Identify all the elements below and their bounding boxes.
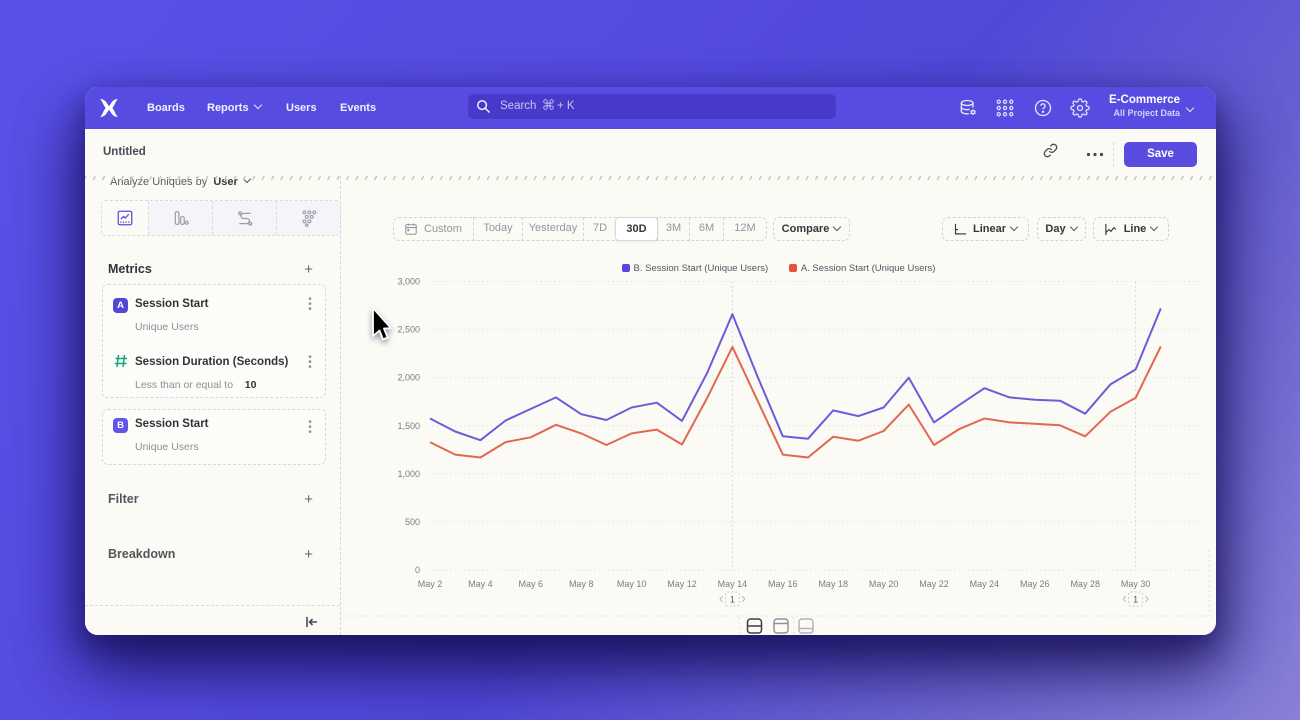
svg-text:May 6: May 6 bbox=[519, 579, 544, 589]
svg-text:May 28: May 28 bbox=[1070, 579, 1100, 589]
svg-text:May 14: May 14 bbox=[718, 579, 748, 589]
svg-text:May 20: May 20 bbox=[869, 579, 899, 589]
svg-text:May 16: May 16 bbox=[768, 579, 798, 589]
svg-text:1,500: 1,500 bbox=[397, 421, 420, 431]
svg-text:500: 500 bbox=[405, 517, 420, 527]
svg-text:May 2: May 2 bbox=[418, 579, 443, 589]
svg-text:May 26: May 26 bbox=[1020, 579, 1050, 589]
svg-text:May 12: May 12 bbox=[667, 579, 697, 589]
svg-text:May 8: May 8 bbox=[569, 579, 594, 589]
svg-text:May 18: May 18 bbox=[818, 579, 848, 589]
svg-text:1,000: 1,000 bbox=[397, 469, 420, 479]
svg-text:0: 0 bbox=[415, 565, 420, 575]
svg-text:May 4: May 4 bbox=[468, 579, 493, 589]
svg-text:May 22: May 22 bbox=[919, 579, 949, 589]
svg-text:1: 1 bbox=[1133, 595, 1138, 605]
svg-text:3,000: 3,000 bbox=[397, 277, 420, 287]
svg-text:May 30: May 30 bbox=[1121, 579, 1151, 589]
svg-text:2,500: 2,500 bbox=[397, 325, 420, 335]
svg-text:May 10: May 10 bbox=[617, 579, 647, 589]
svg-text:2,000: 2,000 bbox=[397, 373, 420, 383]
svg-text:1: 1 bbox=[730, 595, 735, 605]
svg-text:May 24: May 24 bbox=[970, 579, 1000, 589]
